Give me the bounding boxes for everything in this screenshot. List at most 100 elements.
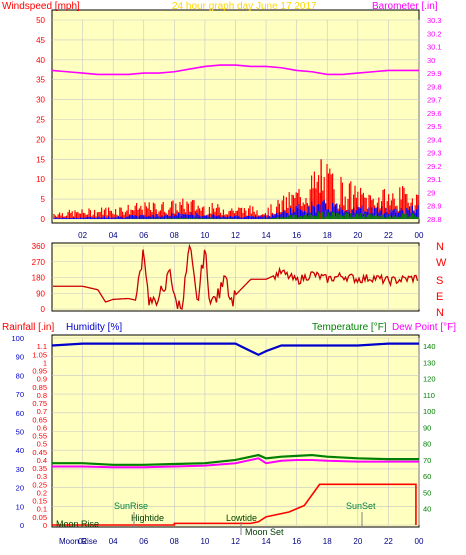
- bot-xtick-8: 18: [323, 537, 332, 546]
- baro-tick-0: 28.8: [427, 215, 442, 224]
- hightide-label: Hightide: [131, 513, 164, 523]
- rain-tick-18: 0.9: [37, 375, 47, 384]
- bot-xtick-4: 10: [200, 537, 209, 546]
- baro-tick-4: 29.2: [427, 162, 442, 171]
- wind-tick-1: 5: [41, 195, 46, 204]
- bot-xtick-7: 16: [292, 537, 301, 546]
- temp-tick-7: 110: [423, 391, 435, 400]
- rain-tick-15: 0.75: [32, 399, 47, 408]
- compass-n-top: N: [436, 241, 444, 253]
- bot-xtick-11: 00: [415, 537, 424, 546]
- humidity-tick-3: 30: [16, 465, 24, 474]
- wind-tick-4: 20: [36, 135, 45, 144]
- wind-bars: [53, 159, 419, 219]
- top-xtick-5: 12: [231, 231, 240, 240]
- bot-xtick-5: 12: [231, 537, 240, 546]
- barometer-line: [51, 64, 419, 76]
- wind-tick-2: 10: [36, 175, 45, 184]
- temperature-label: Temperature [°F]: [312, 322, 387, 333]
- rain-tick-7: 0.35: [32, 464, 47, 473]
- bot-xtick-1: 04: [109, 537, 118, 546]
- baro-tick-1: 28.9: [427, 202, 442, 211]
- rain-tick-16: 0.8: [37, 391, 47, 400]
- top-xtick-9: 20: [353, 231, 362, 240]
- bot-xtick-10: 22: [384, 537, 393, 546]
- rain-tick-11: 0.55: [32, 432, 47, 441]
- rain-tick-17: 0.85: [32, 383, 47, 392]
- baro-tick-3: 29.1: [427, 175, 442, 184]
- rain-tick-6: 0.3: [37, 472, 47, 481]
- rain-tick-0: 0: [43, 521, 47, 530]
- baro-tick-14: 30.2: [427, 29, 442, 38]
- top-xtick-0: 02: [78, 231, 87, 240]
- baro-tick-9: 29.7: [427, 96, 442, 105]
- temp-tick-2: 60: [423, 472, 431, 481]
- barometer-label: Barometer [.in]: [372, 1, 438, 12]
- baro-tick-6: 29.4: [427, 135, 442, 144]
- humidity-label: Humidity [%]: [66, 322, 122, 333]
- rain-tick-12: 0.6: [37, 423, 47, 432]
- rain-tick-20: 1: [43, 358, 47, 367]
- bot-xtick-2: 06: [139, 537, 148, 546]
- temp-tick-3: 70: [423, 456, 431, 465]
- wind-tick-10: 50: [36, 16, 45, 25]
- top-xtick-11: 00: [415, 231, 424, 240]
- temp-tick-8: 120: [423, 375, 436, 384]
- wind-tick-7: 35: [36, 76, 45, 85]
- humidity-tick-6: 60: [16, 409, 24, 418]
- dir-tick-3: 270: [32, 258, 46, 267]
- baro-tick-5: 29.3: [427, 149, 442, 158]
- moonset-label: Moon Set: [245, 527, 284, 537]
- temp-tick-6: 100: [423, 407, 436, 416]
- temp-tick-10: 140: [423, 342, 436, 351]
- humidity-line: [51, 342, 419, 357]
- baro-tick-7: 29.5: [427, 122, 442, 131]
- temp-tick-4: 80: [423, 440, 431, 449]
- rain-tick-3: 0.15: [32, 497, 47, 506]
- baro-tick-8: 29.6: [427, 109, 442, 118]
- humidity-tick-8: 80: [16, 371, 24, 380]
- wind-tick-6: 30: [36, 96, 45, 105]
- temp-tick-9: 130: [423, 358, 436, 367]
- sunrise-label: SunRise: [114, 501, 148, 511]
- rain-tick-14: 0.7: [37, 407, 47, 416]
- humidity-tick-4: 40: [16, 446, 24, 455]
- top-xtick-6: 14: [262, 231, 271, 240]
- dewpoint-line: [52, 457, 419, 469]
- moonrise-axis-label: Moon Rise: [59, 537, 98, 546]
- top-xtick-1: 04: [109, 231, 118, 240]
- rain-tick-8: 0.4: [37, 456, 47, 465]
- wind-tick-3: 15: [36, 155, 45, 164]
- humidity-tick-9: 90: [16, 353, 24, 362]
- dewpoint-label: Dew Point [°F]: [392, 322, 456, 333]
- rain-tick-4: 0.2: [37, 488, 47, 497]
- dir-tick-2: 180: [32, 274, 46, 283]
- dir-tick-4: 360: [32, 242, 46, 251]
- temp-tick-5: 90: [423, 423, 431, 432]
- wind-tick-0: 0: [41, 215, 46, 224]
- bot-xtick-0: 02: [78, 537, 87, 546]
- rainfall-label: Rainfall [.in]: [2, 322, 54, 333]
- rain-tick-2: 0.1: [37, 505, 47, 514]
- baro-tick-12: 30: [427, 56, 435, 65]
- temperature-line: [52, 453, 419, 466]
- top-xtick-4: 10: [200, 231, 209, 240]
- wind-tick-8: 40: [36, 56, 45, 65]
- baro-tick-13: 30.1: [427, 43, 442, 52]
- dir-tick-0: 0: [41, 305, 46, 314]
- top-xtick-10: 22: [384, 231, 393, 240]
- rain-tick-9: 0.45: [32, 448, 47, 457]
- bot-xtick-6: 14: [262, 537, 271, 546]
- compass-n-bottom: N: [436, 307, 444, 319]
- sunset-label: SunSet: [346, 501, 376, 511]
- baro-tick-15: 30.3: [427, 16, 442, 25]
- wind-direction-line: [53, 243, 419, 310]
- rain-tick-21: 1.05: [32, 350, 47, 359]
- humidity-tick-10: 100: [11, 334, 24, 343]
- rain-tick-10: 0.5: [37, 440, 47, 449]
- top-xtick-8: 18: [323, 231, 332, 240]
- humidity-tick-2: 20: [16, 484, 24, 493]
- rain-tick-22: 1.1: [37, 342, 47, 351]
- top-xtick-7: 16: [292, 231, 301, 240]
